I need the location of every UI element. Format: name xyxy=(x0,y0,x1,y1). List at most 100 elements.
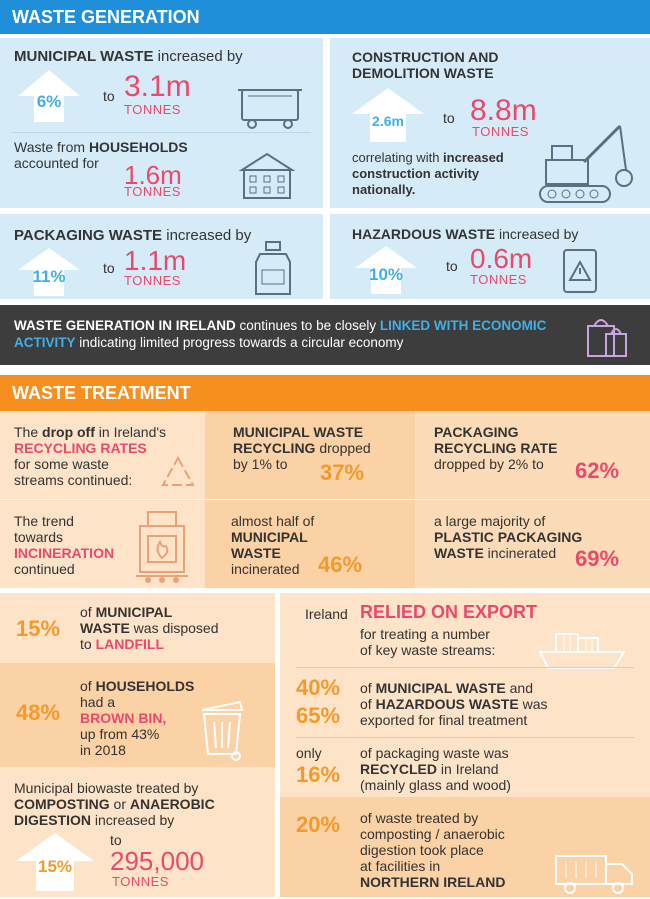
to-label: to xyxy=(103,260,115,276)
municipal-incinerated-line4: incinerated xyxy=(231,561,300,577)
hazardous-unit: TONNES xyxy=(470,272,527,287)
recycled-ireland-line3: (mainly glass and wood) xyxy=(360,777,511,793)
exported-pct-hazardous: 65% xyxy=(296,703,341,728)
construction-value: 8.8m xyxy=(470,94,537,127)
landfill-line3: to LANDFILL xyxy=(80,636,165,652)
hazardous-pct: 10% xyxy=(368,265,404,284)
recycling-rates-line4: streams continued: xyxy=(14,472,133,488)
construction-correlation-1: correlating with increased xyxy=(352,150,504,165)
packaging-recycling-value: 62% xyxy=(575,458,620,483)
municipal-recycling-line1: MUNICIPAL WASTE xyxy=(233,424,364,440)
biowaste-line3: DIGESTION increased by xyxy=(14,812,175,828)
packaging-title: PACKAGING WASTE increased by xyxy=(14,227,252,244)
increase-arrow-icon: 15% xyxy=(16,833,94,891)
brown-bin-pct: 48% xyxy=(16,700,61,725)
house-icon xyxy=(236,150,298,205)
plastic-incinerated-line1: a large majority of xyxy=(434,513,546,529)
plastic-incinerated-line3: WASTE incinerated xyxy=(434,545,557,561)
export-line2: for treating a number xyxy=(360,626,490,642)
garbage-truck-icon xyxy=(552,850,636,899)
packaging-value: 1.1m xyxy=(124,245,187,276)
brown-bin-line5: in 2018 xyxy=(80,742,126,758)
municipal-pct: 6% xyxy=(36,92,62,111)
municipal-incinerated-line2: MUNICIPAL xyxy=(231,529,308,545)
wheelie-bin-icon xyxy=(238,82,302,135)
landfill-line2: WASTE was disposed xyxy=(80,620,219,636)
hazardous-value: 0.6m xyxy=(470,243,533,274)
section-title: WASTE GENERATION xyxy=(12,7,200,27)
municipal-incinerated-line3: WASTE xyxy=(231,545,281,561)
recycling-rates-line3: for some waste xyxy=(14,456,109,472)
municipal-value: 3.1m xyxy=(124,70,191,103)
packaging-unit: TONNES xyxy=(124,273,181,288)
recycling-rates-panel xyxy=(0,411,205,499)
incineration-highlight: INCINERATION xyxy=(14,545,115,561)
shopping-bags-icon xyxy=(582,312,632,365)
municipal-recycling-value: 37% xyxy=(320,460,365,485)
brown-bin-line1: of HOUSEHOLDS xyxy=(80,678,195,694)
export-highlight: RELIED ON EXPORT xyxy=(360,602,538,622)
construction-from: 2.6m xyxy=(372,113,404,129)
waste-treatment-header: WASTE TREATMENT xyxy=(0,375,650,411)
increase-arrow-icon: 11% xyxy=(18,248,80,296)
to-label: to xyxy=(443,110,455,126)
plastic-incinerated-panel xyxy=(415,500,650,588)
landfill-line1: of MUNICIPAL xyxy=(80,604,173,620)
bottle-container-icon xyxy=(252,240,296,301)
hazardous-title: HAZARDOUS WASTE increased by xyxy=(352,226,579,242)
incineration-line2: towards xyxy=(14,529,64,545)
northern-ireland-pct: 20% xyxy=(296,812,341,837)
recycled-ireland-line2: RECYCLED in Ireland xyxy=(360,761,499,777)
recycle-icon xyxy=(160,455,196,494)
construction-unit: TONNES xyxy=(472,124,529,139)
packaging-pct: 11% xyxy=(32,267,66,286)
incineration-line1: The trend xyxy=(14,513,74,529)
packaging-recycling-line1: PACKAGING xyxy=(434,424,519,440)
households-text: Waste from HOUSEHOLDS xyxy=(14,139,188,155)
cargo-ship-icon xyxy=(536,628,628,675)
packaging-recycling-line3: dropped by 2% to xyxy=(434,456,544,472)
biowaste-line2: COMPOSTING or ANAEROBIC xyxy=(14,796,215,812)
incineration-line4: continued xyxy=(14,561,75,577)
waste-generation-header: WASTE GENERATION xyxy=(0,0,650,34)
increase-arrow-icon: 6% xyxy=(18,70,80,122)
municipal-title: MUNICIPAL WASTE increased by xyxy=(14,48,243,65)
plastic-incinerated-line2: PLASTIC PACKAGING xyxy=(434,529,583,545)
recycling-rates-highlight: RECYCLING RATES xyxy=(14,440,147,456)
to-label: to xyxy=(110,832,122,848)
increase-arrow-icon: 2.6m xyxy=(352,88,424,142)
households-value: 1.6m xyxy=(124,160,182,190)
increase-arrow-icon: 10% xyxy=(355,246,417,294)
packaging-recycling-panel xyxy=(415,411,650,499)
municipal-incinerated-value: 46% xyxy=(318,552,363,577)
municipal-recycling-line2: RECYCLING dropped xyxy=(233,440,371,456)
recycled-ireland-line1: of packaging waste was xyxy=(360,745,509,761)
northern-ireland-line4: at facilities in xyxy=(360,858,441,874)
construction-title-2: DEMOLITION WASTE xyxy=(352,65,494,81)
to-label: to xyxy=(446,258,458,274)
northern-ireland-line5: NORTHERN IRELAND xyxy=(360,874,506,890)
northern-ireland-panel xyxy=(280,797,650,897)
biowaste-pct: 15% xyxy=(37,857,73,876)
to-label: to xyxy=(103,88,115,104)
construction-correlation-3: nationally. xyxy=(352,182,416,197)
landfill-panel xyxy=(0,593,275,663)
northern-ireland-line2: composting / anaerobic xyxy=(360,826,505,842)
export-line3: of key waste streams: xyxy=(360,642,496,658)
brown-bin-line2: had a xyxy=(80,694,116,710)
recycled-ireland-pct: 16% xyxy=(296,762,341,787)
exported-line1: of MUNICIPAL WASTE and xyxy=(360,680,533,696)
section-title: WASTE TREATMENT xyxy=(12,383,191,403)
exported-line2: of HAZARDOUS WASTE was xyxy=(360,696,548,712)
packaging-recycling-line2: RECYCLING RATE xyxy=(434,440,558,456)
divider xyxy=(12,132,311,133)
construction-correlation-2: construction activity xyxy=(352,166,480,181)
municipal-incinerated-panel xyxy=(205,500,415,588)
incineration-panel xyxy=(0,500,205,588)
only-label: only xyxy=(296,745,322,761)
hazard-barrel-icon xyxy=(560,248,600,299)
economic-activity-banner xyxy=(0,305,650,365)
export-ireland: Ireland xyxy=(305,606,348,622)
biowaste-line1: Municipal biowaste treated by xyxy=(14,780,199,796)
households-unit: TONNES xyxy=(124,184,181,199)
